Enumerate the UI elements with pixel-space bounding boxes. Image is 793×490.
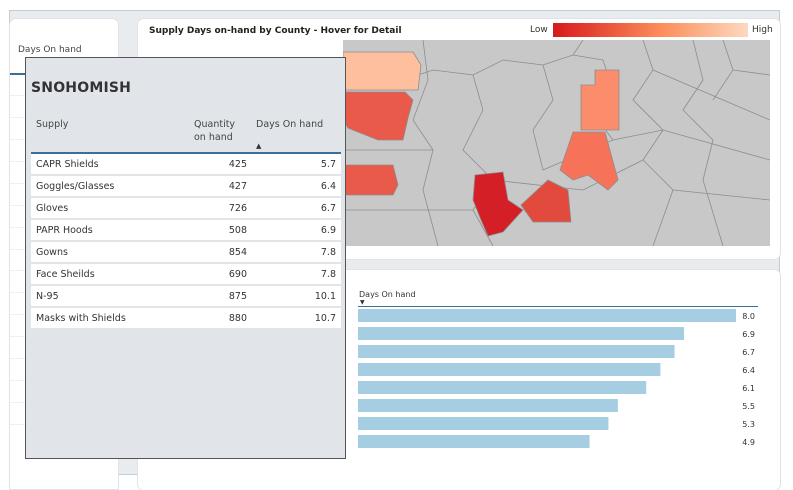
- qty-cell: 726: [228, 203, 247, 214]
- table-row[interactable]: PAPR Hoods 508 6.9: [31, 220, 341, 240]
- bar[interactable]: [358, 345, 675, 358]
- bar[interactable]: [358, 309, 736, 322]
- bar-value-label: 6.9: [742, 330, 755, 339]
- days-cell: 6.4: [320, 181, 336, 192]
- days-cell: 5.7: [320, 159, 336, 170]
- bar[interactable]: [358, 399, 618, 412]
- supply-cell: Goggles/Glasses: [36, 181, 115, 192]
- county-highlight[interactable]: [472, 171, 524, 237]
- sort-up-icon[interactable]: ▲: [256, 142, 262, 150]
- table-row[interactable]: Face Sheilds 690 7.8: [31, 264, 341, 284]
- legend-high-label: High: [752, 25, 773, 35]
- days-cell: 7.8: [320, 269, 336, 280]
- qty-cell: 425: [228, 159, 247, 170]
- bar[interactable]: [358, 417, 609, 430]
- days-cell: 6.7: [320, 203, 336, 214]
- county-map[interactable]: [343, 40, 770, 246]
- bar-value-label: 6.4: [742, 366, 755, 375]
- bar[interactable]: [358, 435, 590, 448]
- bar-value-label: 5.3: [742, 420, 755, 429]
- bar-value-label: 8.0: [742, 312, 755, 321]
- county-highlight[interactable]: [343, 164, 399, 196]
- bar-value-label: 6.1: [742, 384, 755, 393]
- tooltip-table: CAPR Shields 425 5.7 Goggles/Glasses 427 6.4…: [31, 154, 341, 330]
- bar[interactable]: [358, 327, 685, 340]
- qty-cell: 854: [228, 247, 247, 258]
- supply-cell: Gowns: [36, 247, 68, 258]
- bars-chart: 8.0 6.9 6.7 6.4 6.1 5.5 5.3 4.9: [358, 308, 758, 449]
- tooltip: SNOHOMISH Supply Quantity on hand Days O…: [25, 57, 346, 459]
- legend-gradient: [553, 23, 748, 37]
- tooltip-county-name: SNOHOMISH: [31, 80, 132, 96]
- days-cell: 10.1: [314, 291, 336, 302]
- qty-cell: 427: [228, 181, 247, 192]
- left-column-header[interactable]: Days On hand: [18, 45, 82, 55]
- table-row[interactable]: N-95 875 10.1: [31, 286, 341, 306]
- county-highlight[interactable]: [520, 179, 572, 223]
- table-row[interactable]: Masks with Shields 880 10.7: [31, 308, 341, 328]
- qty-cell: 690: [228, 269, 247, 280]
- tooltip-header-qty[interactable]: Quantity on hand: [194, 119, 236, 143]
- legend-low-label: Low: [530, 25, 548, 35]
- county-highlight[interactable]: [343, 51, 422, 91]
- table-row[interactable]: CAPR Shields 425 5.7: [31, 154, 341, 174]
- bar-value-label: 6.7: [742, 348, 755, 357]
- qty-cell: 508: [228, 225, 247, 236]
- county-highlight[interactable]: [559, 131, 619, 191]
- county-highlight[interactable]: [580, 69, 620, 131]
- sort-down-icon[interactable]: ▼: [360, 299, 365, 306]
- days-cell: 6.9: [320, 225, 336, 236]
- tooltip-header-rule: [31, 152, 341, 154]
- tooltip-header-days[interactable]: Days On hand: [256, 119, 324, 130]
- qty-cell: 880: [228, 313, 247, 324]
- supply-cell: N-95: [36, 291, 59, 302]
- bar[interactable]: [358, 381, 647, 394]
- map-title: Supply Days on-hand by County - Hover fo…: [149, 26, 402, 36]
- bar[interactable]: [358, 363, 661, 376]
- bars-header-rule: [358, 306, 758, 307]
- supply-cell: Face Sheilds: [36, 269, 95, 280]
- table-row[interactable]: Gowns 854 7.8: [31, 242, 341, 262]
- bars-column-header[interactable]: Days On hand: [359, 290, 416, 299]
- supply-cell: Masks with Shields: [36, 313, 126, 324]
- supply-cell: PAPR Hoods: [36, 225, 93, 236]
- tooltip-header-supply[interactable]: Supply: [36, 119, 69, 130]
- table-row[interactable]: Gloves 726 6.7: [31, 198, 341, 218]
- bar-value-label: 5.5: [742, 402, 755, 411]
- bar-value-label: 4.9: [742, 438, 755, 447]
- days-cell: 7.8: [320, 247, 336, 258]
- qty-cell: 875: [228, 291, 247, 302]
- supply-cell: CAPR Shields: [36, 159, 99, 170]
- county-borders: [343, 40, 770, 246]
- days-cell: 10.7: [314, 313, 336, 324]
- table-row[interactable]: Goggles/Glasses 427 6.4: [31, 176, 341, 196]
- supply-cell: Gloves: [36, 203, 69, 214]
